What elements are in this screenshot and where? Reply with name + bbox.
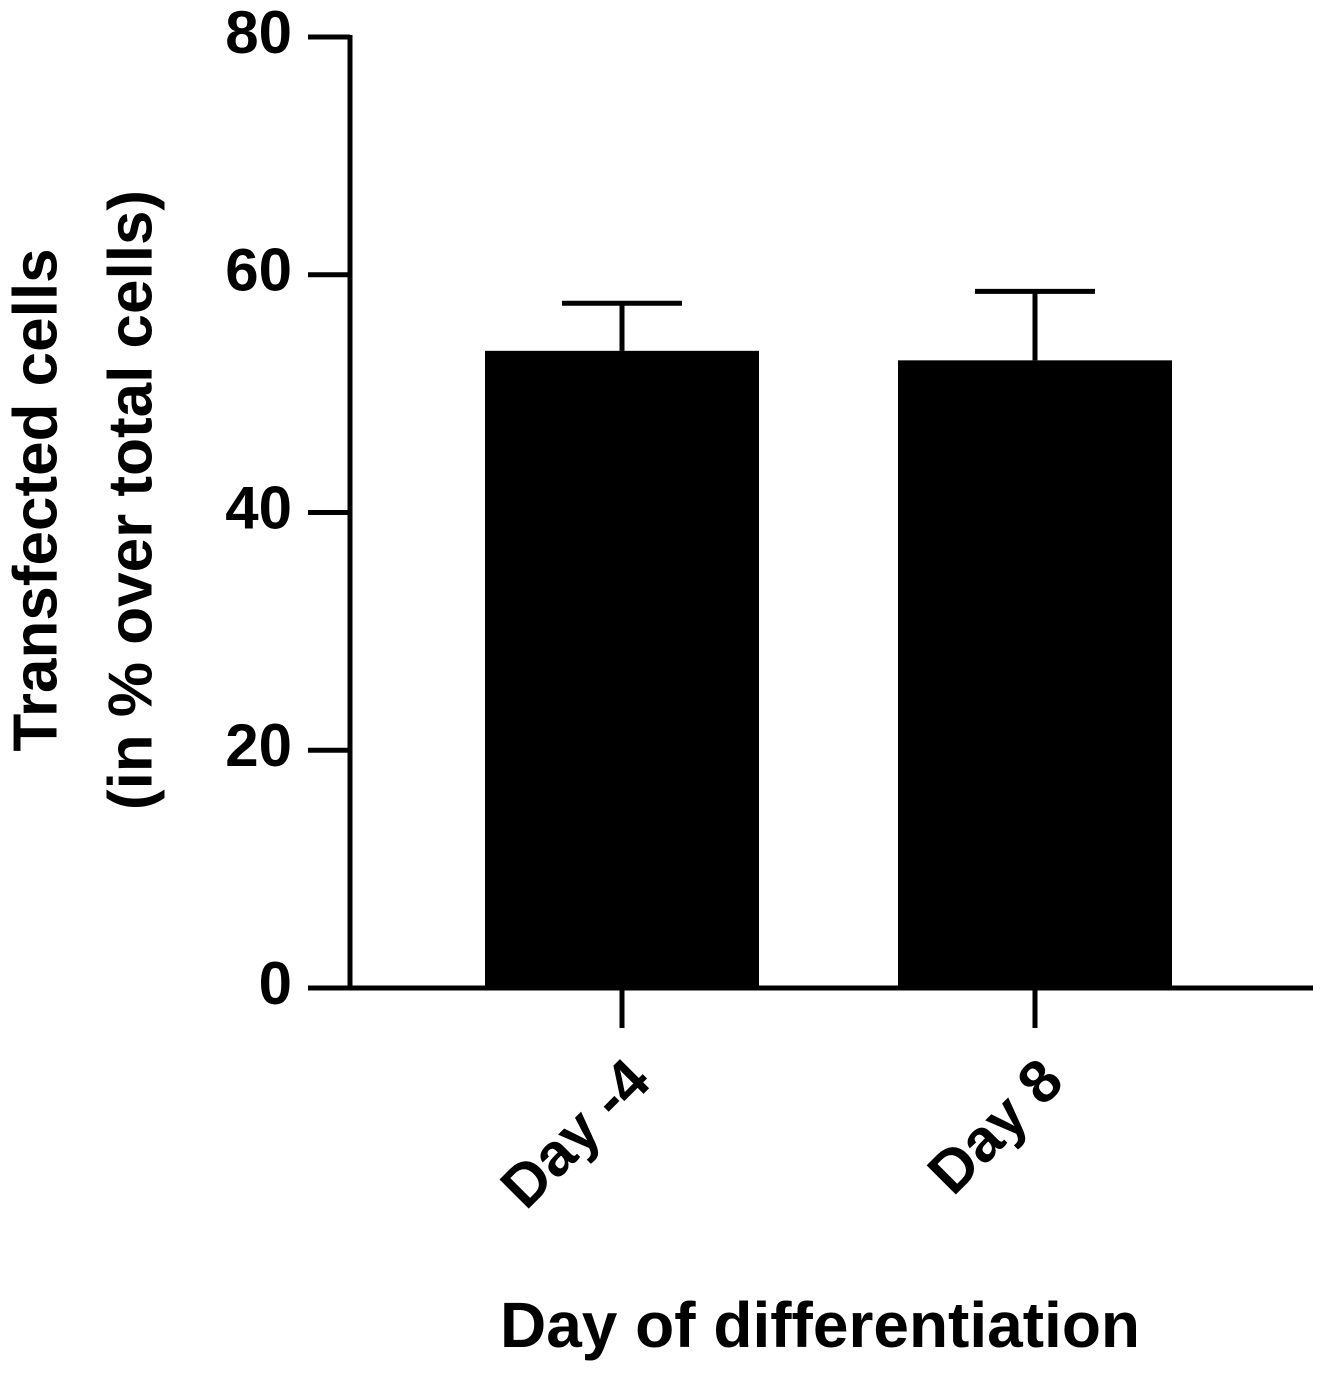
x-tick-label: Day -4 — [488, 1046, 663, 1221]
x-axis-title: Day of differentiation — [500, 1289, 1140, 1361]
y-axis-title: Transfected cells (in % over total cells… — [1, 190, 165, 810]
y-tick-label: 80 — [225, 0, 292, 66]
y-axis-title-line: (in % over total cells) — [96, 190, 165, 810]
y-tick-label: 20 — [225, 712, 292, 779]
y-axis-title-line: Transfected cells — [1, 248, 70, 751]
y-tick-label: 60 — [225, 237, 292, 304]
x-tick-label: Day 8 — [915, 1046, 1076, 1207]
bar — [898, 360, 1172, 989]
bar — [485, 350, 759, 989]
y-tick-label: 40 — [225, 474, 292, 541]
y-tick-label: 0 — [259, 950, 292, 1017]
